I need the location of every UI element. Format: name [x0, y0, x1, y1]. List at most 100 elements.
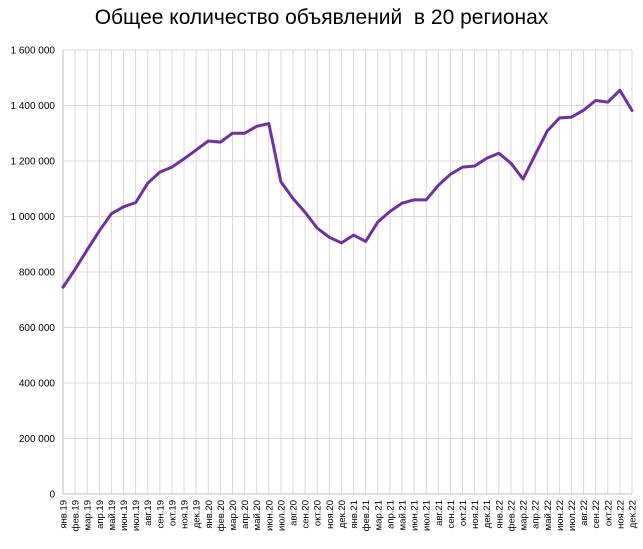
x-tick-label: окт.19 — [167, 500, 178, 526]
x-tick-label: дек.19 — [192, 500, 203, 528]
chart-title: Общее количество объявлений в 20 региона… — [94, 6, 549, 29]
y-tick-label: 1 600 000 — [11, 46, 56, 57]
data-point — [618, 89, 622, 92]
x-tick-labels: янв.19 фев.19 мар.19 апр.19 май.19 июн.19 июл.… — [59, 500, 639, 531]
data-point — [328, 236, 331, 239]
x-tick-label: сен.22 — [591, 500, 602, 529]
data-point — [255, 125, 258, 128]
data-point — [219, 140, 222, 144]
y-tick-label: 1 200 000 — [11, 157, 56, 168]
x-tick-label: июн.22 — [555, 500, 566, 531]
x-tick-label: окт.22 — [603, 500, 614, 526]
x-tick-label: апр.20 — [240, 500, 251, 529]
data-point — [86, 248, 89, 251]
x-tick-label: ноя.20 — [325, 500, 336, 529]
data-point — [473, 164, 476, 168]
axes — [62, 50, 632, 495]
x-tick-label: мар.21 — [373, 500, 384, 530]
data-point — [461, 165, 464, 169]
x-tick-label: апр.21 — [385, 500, 396, 529]
x-tick-label: июн.21 — [410, 500, 421, 531]
x-tick-label: ноя.22 — [615, 500, 626, 529]
x-tick-label: май.22 — [543, 500, 554, 530]
x-tick-label: июл.19 — [131, 500, 142, 531]
data-point — [303, 211, 307, 214]
x-tick-label: дек.22 — [628, 500, 639, 528]
data-point — [497, 152, 501, 155]
x-tick-label: апр.19 — [95, 500, 106, 529]
data-point — [485, 157, 488, 160]
y-tick-label: 1 000 000 — [11, 212, 56, 223]
data-point — [352, 233, 355, 237]
x-tick-label: май.19 — [107, 500, 118, 530]
data-point — [533, 153, 537, 157]
data-point — [388, 210, 392, 213]
data-point — [61, 286, 65, 289]
data-point — [376, 220, 379, 224]
x-tick-label: ноя.21 — [470, 500, 481, 529]
data-point — [582, 109, 585, 112]
x-tick-label: сен.20 — [301, 500, 312, 529]
data-point — [110, 212, 113, 215]
data-point — [194, 148, 198, 152]
y-tick-labels: 0 200 000 400 000 600 000 800 000 1 000 000 1 … — [11, 46, 56, 501]
x-tick-label: июл.20 — [276, 500, 287, 531]
data-point — [170, 165, 174, 169]
x-tick-label: янв.22 — [494, 500, 505, 529]
data-point — [316, 226, 319, 230]
data-point — [122, 205, 125, 208]
x-tick-label: фев.20 — [216, 500, 227, 531]
x-tick-label: ноя.19 — [180, 500, 191, 529]
x-tick-label: окт.21 — [458, 500, 469, 526]
x-tick-label: фев.21 — [361, 500, 372, 531]
y-tick-label: 200 000 — [19, 434, 56, 445]
x-tick-label: дек.21 — [482, 500, 493, 528]
x-tick-label: авг.20 — [289, 500, 300, 526]
x-tick-label: янв.20 — [204, 500, 215, 529]
y-tick-label: 1 400 000 — [11, 101, 56, 112]
x-tick-label: июн.20 — [264, 500, 275, 531]
data-point — [546, 129, 549, 133]
data-point — [558, 116, 561, 120]
series-line — [61, 88, 634, 289]
data-point — [146, 182, 149, 185]
data-point — [340, 241, 343, 245]
y-tick-label: 0 — [49, 490, 55, 501]
data-point — [630, 109, 634, 112]
x-tick-label: июл.21 — [422, 500, 433, 531]
data-point — [207, 139, 210, 143]
x-tick-label: янв.21 — [349, 500, 360, 529]
data-point — [291, 197, 295, 200]
x-tick-label: апр.22 — [531, 500, 542, 529]
gridlines — [62, 49, 633, 494]
data-point — [521, 177, 525, 181]
data-point — [594, 99, 597, 102]
data-point — [570, 115, 573, 119]
data-point — [267, 122, 271, 125]
data-point — [134, 201, 137, 204]
data-point — [364, 240, 367, 243]
data-point — [509, 162, 513, 165]
x-tick-label: окт.20 — [313, 500, 324, 526]
y-tick-label: 400 000 — [19, 379, 56, 390]
data-point — [243, 132, 246, 135]
x-tick-label: май.21 — [397, 500, 408, 530]
x-tick-label: фев.22 — [506, 500, 517, 531]
x-tick-label: авг.22 — [579, 500, 590, 526]
x-tick-label: янв.19 — [59, 500, 70, 529]
data-point — [182, 157, 186, 160]
data-point — [606, 100, 609, 104]
data-point — [98, 229, 101, 233]
data-point — [73, 268, 77, 271]
x-tick-label: мар.19 — [83, 500, 94, 530]
x-tick-label: фев.19 — [71, 500, 82, 531]
x-tick-label: июн.19 — [119, 500, 130, 531]
x-tick-label: мар.22 — [519, 500, 530, 530]
x-tick-label: мар.20 — [228, 500, 239, 530]
x-tick-label: авг.21 — [434, 500, 445, 526]
x-tick-label: дек.20 — [337, 500, 348, 528]
y-tick-label: 600 000 — [19, 323, 56, 334]
data-series — [61, 88, 634, 289]
data-point — [437, 184, 440, 187]
